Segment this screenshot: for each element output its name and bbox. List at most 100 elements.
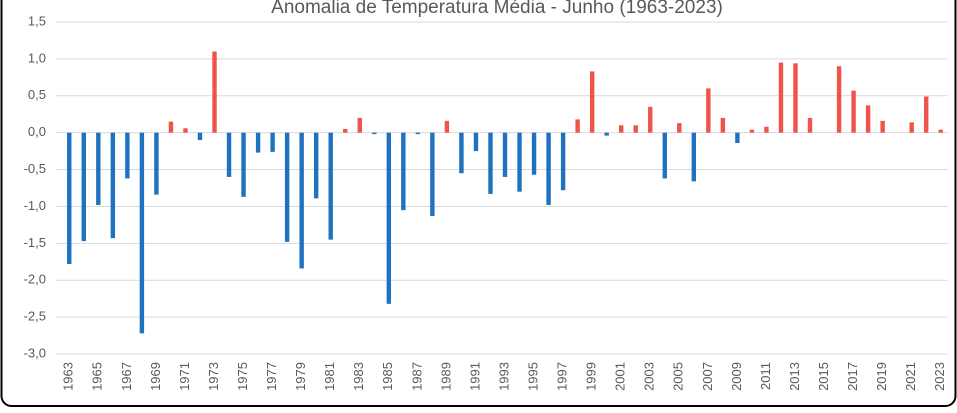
bar: [502, 132, 508, 177]
bar: [255, 132, 261, 153]
bar: [531, 132, 537, 175]
bar: [125, 132, 130, 179]
x-tick-label: 2013: [787, 362, 802, 391]
x-tick-label: 1983: [351, 362, 366, 391]
x-tick-label: 2009: [729, 362, 744, 391]
bar: [618, 125, 624, 133]
bar: [183, 128, 188, 133]
bar: [924, 96, 929, 133]
x-tick-label: 1985: [380, 362, 395, 391]
bar: [197, 132, 203, 141]
bar: [662, 132, 667, 179]
bar: [401, 132, 406, 211]
bar: [139, 132, 145, 334]
y-tick-label: 0,5: [28, 87, 46, 102]
x-tick-label: 1975: [235, 362, 250, 391]
x-tick-label: 1965: [90, 362, 105, 391]
y-tick-label: 0,0: [28, 124, 46, 139]
y-tick-label: -1,5: [24, 235, 46, 250]
bar: [764, 126, 769, 133]
x-tick-label: 1995: [525, 362, 540, 391]
bar: [807, 117, 813, 133]
x-tick-label: 1987: [409, 362, 424, 391]
bar: [778, 62, 784, 133]
bar: [793, 63, 798, 133]
bar: [241, 132, 246, 197]
x-tick-label: 1963: [61, 362, 76, 391]
bar: [938, 129, 943, 133]
x-tick-label: 2007: [700, 362, 715, 391]
x-tick-label: 1977: [264, 362, 279, 391]
bar: [284, 132, 290, 242]
chart-title: Anomalia de Temperatura Média - Junho (1…: [271, 0, 723, 18]
bar: [677, 123, 682, 133]
y-tick-label: 1,5: [28, 13, 46, 28]
bar: [96, 132, 101, 205]
x-tick-label: 1997: [555, 362, 570, 391]
bar: [648, 106, 653, 133]
bar: [575, 119, 580, 133]
bar: [313, 132, 319, 199]
x-tick-label: 2011: [758, 362, 773, 390]
x-tick-label: 2017: [845, 362, 860, 391]
bar: [357, 117, 362, 133]
bar: [430, 132, 435, 217]
bar: [386, 132, 392, 304]
bar: [880, 120, 885, 133]
bar: [560, 132, 566, 191]
bar: [415, 132, 421, 135]
bar: [865, 105, 871, 133]
bar: [81, 132, 86, 242]
bar: [633, 125, 638, 133]
bar: [589, 71, 595, 133]
bar: [720, 117, 726, 133]
x-tick-label: 2005: [671, 362, 686, 391]
bar: [735, 132, 740, 143]
bar: [110, 132, 116, 239]
bar: [517, 132, 522, 192]
bar: [836, 66, 842, 133]
bar: [604, 132, 609, 136]
x-tick-label: 1973: [206, 362, 221, 391]
bar: [473, 132, 479, 152]
bar: [851, 90, 856, 133]
x-tick-label: 1969: [148, 362, 163, 391]
x-tick-label: 1981: [322, 362, 337, 391]
y-tick-label: -0,5: [24, 161, 46, 176]
bar: [488, 132, 493, 194]
bar: [343, 128, 348, 133]
y-tick-label: -2,0: [24, 272, 46, 287]
bar: [212, 51, 217, 133]
x-tick-label: 2001: [613, 362, 628, 391]
x-tick-label: 1967: [119, 362, 134, 391]
bar: [749, 129, 755, 133]
x-tick-label: 1991: [467, 362, 482, 391]
x-tick-label: 1989: [438, 362, 453, 391]
bar: [328, 132, 333, 240]
bar: [706, 88, 711, 133]
bar: [691, 132, 697, 182]
x-tick-label: 2019: [874, 362, 889, 391]
x-tick-label: 2003: [642, 362, 657, 391]
bar: [546, 132, 551, 205]
bar: [168, 121, 174, 133]
x-tick-label: 1993: [496, 362, 511, 391]
bar: [226, 132, 232, 177]
bar: [67, 132, 72, 264]
x-tick-label: 1979: [293, 362, 308, 391]
bar: [372, 132, 377, 135]
y-tick-label: -2,5: [24, 309, 46, 324]
bar: [459, 132, 464, 174]
y-tick-label: -1,0: [24, 198, 46, 213]
y-tick-label: 1,0: [28, 50, 46, 65]
x-tick-label: 1971: [177, 362, 192, 391]
bar: [270, 132, 275, 152]
y-tick-label: -3,0: [24, 345, 46, 360]
x-tick-label: 2021: [903, 362, 918, 391]
x-tick-label: 2015: [816, 362, 831, 391]
bar: [299, 132, 304, 269]
x-tick-label: 2023: [932, 362, 947, 391]
